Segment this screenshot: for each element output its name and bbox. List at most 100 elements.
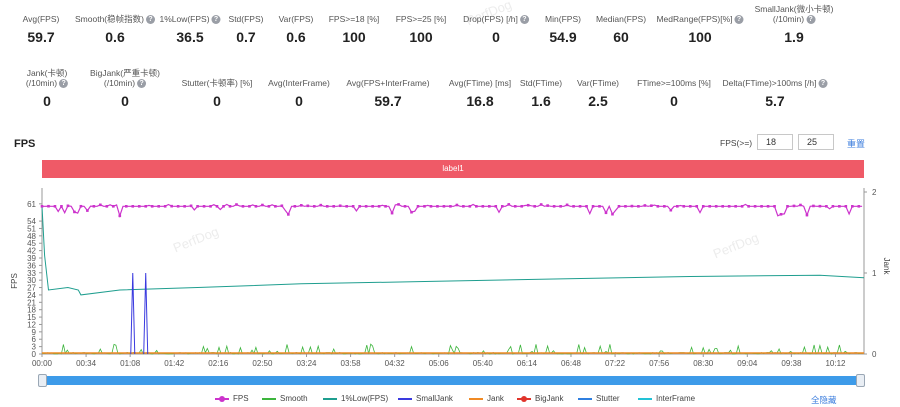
y-tick-label: 21: [27, 298, 36, 307]
help-icon[interactable]: ?: [806, 15, 816, 25]
metric-value: 1.6: [531, 93, 551, 109]
legend-swatch: [578, 397, 592, 400]
fps-point: [675, 205, 679, 208]
fps-point: [533, 205, 536, 208]
fps-point: [228, 205, 232, 208]
fps-point: [423, 205, 426, 208]
x-tick-label: 03:58: [341, 359, 362, 368]
fps-point: [312, 205, 316, 208]
fps-point: [546, 204, 549, 207]
metric-label-text: 1%Low(FPS): [159, 14, 210, 24]
help-icon[interactable]: ?: [734, 15, 744, 25]
metric-label-text: Std(FPS): [228, 14, 264, 24]
metric-label-text: Delta(FTime)>100ms [/h]: [722, 78, 817, 88]
metric-value: 0: [213, 93, 221, 109]
help-icon[interactable]: ?: [519, 15, 529, 25]
fps-point: [358, 205, 361, 208]
y2-axis-title: Jank: [882, 258, 891, 276]
help-icon[interactable]: ?: [818, 79, 828, 89]
help-icon[interactable]: ?: [137, 79, 147, 89]
fps-point: [274, 205, 277, 208]
fps-point: [475, 205, 478, 208]
scrollbar-handle-right[interactable]: [856, 374, 865, 387]
y-axis-title: FPS: [10, 273, 19, 289]
timeline-scrollbar[interactable]: [42, 376, 864, 385]
legend-swatch: [638, 397, 652, 400]
metric-label: MedRange(FPS)[%]?: [656, 14, 744, 25]
legend-label: InterFrame: [656, 394, 696, 403]
fps-point: [150, 205, 154, 208]
metric-value: 36.5: [176, 29, 204, 46]
fps-point: [79, 204, 83, 208]
legend-item[interactable]: Stutter: [578, 394, 620, 403]
metric-value: 60: [613, 29, 629, 45]
chart-legend: FPS Smooth 1%Low(FPS) SmallJank Jank BigJank S…: [0, 394, 900, 406]
legend-item[interactable]: 1%Low(FPS): [323, 394, 388, 403]
fps-threshold-high-input[interactable]: [798, 134, 834, 150]
reset-button[interactable]: 重置: [847, 139, 866, 149]
smalljank-spike: [130, 272, 136, 355]
legend-item[interactable]: BigJank: [517, 394, 563, 403]
help-icon[interactable]: ?: [59, 79, 69, 89]
y-tick-label: 54: [27, 217, 36, 226]
legend-item[interactable]: Jank: [469, 394, 504, 403]
metric-label-text: SmallJank(微小卡顿): [754, 4, 834, 14]
help-icon[interactable]: ?: [211, 15, 221, 25]
fps-point: [189, 204, 193, 208]
fps-point: [40, 205, 44, 208]
fps-point: [481, 205, 485, 208]
fps-point: [235, 203, 238, 206]
legend-item[interactable]: Smooth: [262, 394, 308, 403]
fps-chart[interactable]: 036912151821242730333639424548515461012F…: [0, 180, 900, 370]
metric-var-fps: Var(FPS) 0.6: [279, 4, 314, 45]
fps-point: [390, 211, 394, 215]
fps-point: [176, 205, 180, 208]
fps-point: [818, 204, 822, 208]
fps-point: [306, 204, 310, 208]
hide-all-button[interactable]: 全隐藏: [811, 395, 837, 405]
label-bar[interactable]: label1: [42, 160, 864, 178]
metric-label-text: Var(FTime): [576, 78, 620, 88]
fps-point: [131, 205, 135, 208]
legend-item[interactable]: FPS: [215, 394, 249, 403]
x-tick-label: 02:50: [252, 359, 273, 368]
scrollbar-handle-left[interactable]: [38, 374, 47, 387]
y-tick-label: 36: [27, 261, 36, 270]
metric-label-text: Std(FTime): [519, 78, 563, 88]
metric-label-unit-text: (/10min): [25, 78, 58, 88]
legend-label: 1%Low(FPS): [341, 394, 389, 403]
x-tick-label: 08:30: [693, 359, 714, 368]
metric-label-text: Drop(FPS) [/h]: [463, 14, 518, 24]
metric-label-text: Jank(卡顿): [26, 68, 68, 78]
fps-point: [734, 205, 737, 208]
legend-item[interactable]: SmallJank: [398, 394, 453, 403]
metric-bigjank: BigJank(严重卡顿) (/10min)? 0: [90, 68, 160, 109]
fps-point: [364, 205, 368, 208]
fps-point: [118, 214, 122, 218]
metric-stutter: Stutter(卡顿率) [%] 0: [182, 68, 253, 109]
fps-point: [319, 203, 323, 207]
fps-point: [513, 205, 517, 208]
fps-point: [799, 203, 802, 207]
metric-value: 0: [121, 93, 129, 110]
metric-median-fps: Median(FPS) 60: [596, 4, 646, 45]
fps-point: [507, 203, 511, 206]
y-tick-label: 61: [27, 200, 36, 209]
fps-point: [714, 205, 718, 208]
metric-label: BigJank(严重卡顿): [90, 68, 160, 78]
x-tick-label: 10:12: [825, 359, 846, 368]
metric-value: 100: [342, 29, 366, 45]
fps-point: [812, 204, 815, 208]
fps-point: [488, 205, 491, 208]
metric-fps-25: FPS>=25 [%] 100: [396, 4, 447, 45]
legend-item[interactable]: InterFrame: [638, 394, 695, 403]
y-tick-label: 18: [27, 306, 36, 315]
metric-label: Stutter(卡顿率) [%]: [182, 78, 253, 88]
legend-label: FPS: [233, 394, 249, 403]
y-tick-label: 0: [32, 350, 37, 359]
help-icon[interactable]: ?: [145, 15, 155, 25]
fps-point: [500, 205, 504, 208]
fps-threshold-low-input[interactable]: [757, 134, 793, 150]
x-tick-label: 07:22: [605, 359, 626, 368]
metric-value: 0.6: [105, 29, 125, 46]
